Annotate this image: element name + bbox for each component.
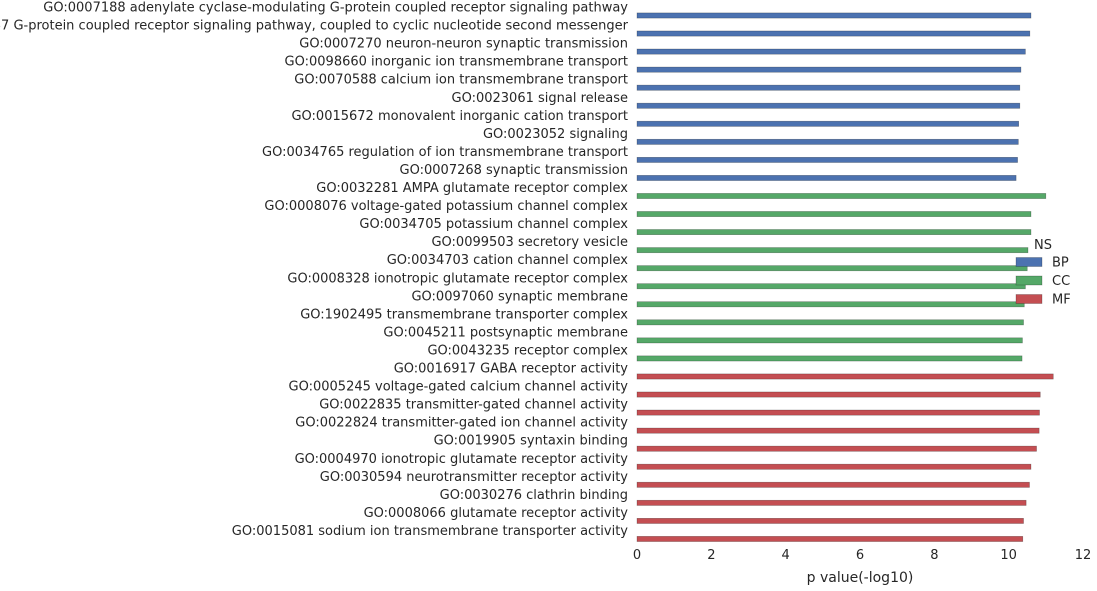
bar [636,427,1040,434]
category-labels: GO:0007188 adenylate cyclase-modulating … [0,1,629,539]
bar [636,463,1032,470]
category-label: GO:0023061 signal release [452,91,628,106]
category-label: GO:0015081 sodium ion transmembrane tran… [232,524,628,539]
category-label: GO:0015672 monovalent inorganic cation t… [291,109,628,124]
legend-swatch [1015,275,1043,286]
bar [636,391,1041,398]
category-label: GO:0019905 syntaxin binding [434,434,628,449]
category-label: GO:0022824 transmitter-gated ion channel… [295,416,628,431]
category-label: GO:0007268 synaptic transmission [400,163,628,178]
category-label: GO:0007187 G-protein coupled receptor si… [0,19,629,34]
bar [636,301,1025,308]
category-label: GO:0034703 cation channel complex [387,253,629,268]
category-label: GO:0016917 GABA receptor activity [394,362,629,377]
bar [636,66,1022,73]
bar [636,84,1021,91]
legend-title: NS [1034,238,1052,253]
category-label: GO:0045211 postsynaptic membrane [383,325,628,340]
bar [636,229,1032,235]
bar [636,102,1021,109]
category-label: GO:0008066 glutamate receptor activity [364,506,629,521]
legend: NS BP CC MF [1015,238,1071,308]
x-tick-label: 12 [1075,548,1092,563]
legend-label: CC [1052,274,1070,289]
x-tick-label: 6 [856,548,864,563]
category-label: GO:0023052 signaling [483,127,628,142]
bar [636,445,1037,452]
legend-label: MF [1052,293,1071,308]
bar [636,355,1023,362]
x-axis-title: p value(-log10) [807,570,914,586]
category-label: GO:0022835 transmitter-gated channel act… [319,398,628,413]
bar [636,157,1018,163]
category-label: GO:0098660 inorganic ion transmembrane t… [285,55,628,70]
bar [636,138,1019,145]
category-label: GO:0099503 secretory vesicle [431,235,628,250]
category-label: GO:0004970 ionotropic glutamate receptor… [295,452,629,467]
category-label: GO:0032281 AMPA glutamate receptor compl… [316,181,628,196]
category-label: GO:0008328 ionotropic glutamate receptor… [287,271,628,286]
legend-label: BP [1052,256,1069,271]
bar [636,319,1024,326]
bar [636,481,1030,488]
bars-layer [636,12,1054,542]
x-tick-label: 0 [633,548,641,563]
category-label: GO:0008076 voltage-gated potassium chann… [264,199,628,214]
category-label: GO:0007188 adenylate cyclase-modulating … [43,1,628,16]
category-label: GO:0043235 receptor complex [427,343,628,358]
category-label: GO:1902495 transmembrane transporter com… [300,307,628,322]
bar [636,373,1054,380]
category-label: GO:0007270 neuron-neuron synaptic transm… [299,37,628,52]
bar [636,247,1029,254]
category-label: GO:0070588 calcium ion transmembrane tra… [294,73,628,88]
bar [636,193,1047,199]
category-label: GO:0034765 regulation of ion transmembra… [262,145,628,160]
bar [636,536,1024,542]
legend-swatch [1015,257,1043,267]
bar [636,517,1024,524]
category-label: GO:0005245 voltage-gated calcium channel… [289,380,629,395]
bar [636,265,1028,272]
bar [636,175,1017,181]
category-label: GO:0030276 clathrin binding [440,488,628,503]
category-label: GO:0030594 neurotransmitter receptor act… [320,470,629,485]
bar [636,409,1040,416]
x-tick-label: 10 [1000,548,1017,563]
x-tick-label: 4 [782,548,790,563]
bar [636,30,1031,37]
bar [636,48,1026,55]
bar [636,120,1020,127]
bar [636,211,1032,217]
x-axis: 0 2 4 6 8 10 12 [633,548,1091,563]
bar [636,12,1032,19]
bar [636,283,1026,290]
legend-swatch [1015,294,1043,304]
x-tick-label: 8 [930,548,938,563]
bar [636,337,1023,344]
category-label: GO:0034705 potassium channel complex [359,217,628,232]
bar [636,499,1027,506]
x-tick-label: 2 [707,548,715,563]
category-label: GO:0097060 synaptic membrane [411,289,628,304]
